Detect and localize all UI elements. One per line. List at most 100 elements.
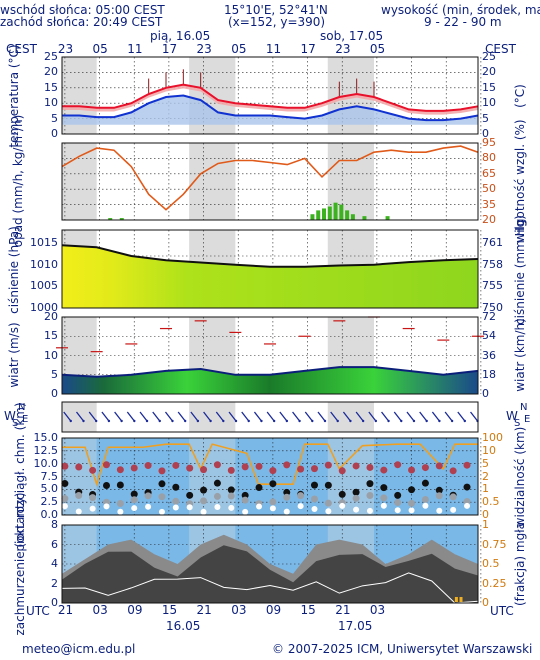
cloud-mid-dot — [255, 483, 263, 491]
cloud-top-dot — [130, 464, 138, 472]
temp-axis-label-right: (°C) — [513, 84, 527, 108]
wind-tick-ms: 20 — [44, 310, 58, 323]
wind-direction-arrow — [406, 411, 415, 422]
cloud-low-dot — [89, 494, 97, 502]
visibility-axis-label: widzialność (km) — [513, 426, 527, 528]
wind-direction-head — [425, 419, 428, 423]
wind-direction-head — [183, 419, 187, 423]
wind-direction-arrow — [355, 411, 364, 422]
cloud-top-dot — [283, 461, 291, 469]
cloud-mid-dot — [172, 483, 180, 491]
compass-n-left: N — [18, 402, 26, 413]
wind-direction-arrow — [139, 411, 148, 422]
prec-background — [62, 143, 478, 220]
dir-frame — [61, 401, 479, 433]
bottom-hour-09: 09 — [127, 603, 143, 617]
vis-night-band — [189, 438, 236, 515]
wind-direction-arrow — [342, 411, 351, 422]
pressure-axis-label-right: ciśnienie (mm Hg) — [513, 215, 527, 325]
cloud-height-tick: 2.5 — [40, 495, 59, 509]
wind-direction-arrow — [419, 411, 428, 422]
temp-tick-right: 10 — [482, 96, 496, 110]
cloud-top-dot — [102, 461, 110, 469]
precip-bar — [345, 210, 350, 220]
fog-mark — [454, 597, 458, 602]
wind-direction-head — [95, 419, 98, 423]
cloud-base-dot — [117, 508, 124, 515]
precip-bar — [333, 202, 338, 220]
bottom-hour-03: 03 — [92, 603, 108, 617]
dir-night-band — [327, 402, 374, 432]
cloud-height-tick: 12.5 — [33, 443, 59, 457]
utc-right: UTC — [490, 604, 514, 618]
wind-direction-arrow — [75, 411, 85, 422]
wind-direction-arrow — [228, 411, 237, 422]
cloud-mid-dot — [380, 484, 388, 492]
pres-frame — [61, 229, 479, 309]
fog-tick: 0.75 — [482, 537, 507, 551]
top-hour-05: 05 — [231, 42, 247, 56]
cloud-base-dot — [131, 505, 138, 512]
day2-label: sob, 17.05 — [320, 29, 384, 43]
visibility-tick: 0.5 — [482, 495, 500, 509]
cld-frame — [61, 524, 479, 604]
cloud-base-dot — [228, 504, 235, 511]
wind-direction-arrow — [203, 411, 212, 422]
contact-link[interactable]: meteo@icm.edu.pl — [22, 642, 136, 656]
humidity-tick: 50 — [482, 182, 496, 196]
cloud-low-dot — [324, 499, 332, 507]
wind-direction-head — [463, 419, 467, 423]
wind-tick-ms: 5 — [51, 367, 58, 381]
wind-direction-head — [133, 419, 136, 423]
temp-tick-right: 0 — [482, 127, 489, 140]
cloud-low-dot — [352, 494, 360, 502]
wind-direction-head — [145, 419, 149, 423]
fog-tick: 0 — [482, 596, 489, 609]
compass-n-right: N — [520, 402, 528, 413]
top-hour-05: 05 — [369, 42, 386, 56]
pressure-line — [61, 244, 479, 268]
cloud-base-dot — [200, 508, 207, 515]
cloud-low-dot — [144, 492, 152, 500]
low-cloud-area — [62, 545, 478, 603]
bottom-hour-15: 15 — [161, 603, 178, 617]
wind-direction-head — [222, 419, 225, 423]
temp-tick-right: 5 — [482, 111, 489, 125]
cloud-mid-dot — [213, 479, 221, 487]
wind-direction-arrow — [457, 411, 466, 422]
pressure-tick-hpa: 1010 — [30, 257, 58, 271]
visibility-tick: 2 — [482, 469, 489, 483]
compass-w-left: W — [4, 409, 16, 423]
wind-direction-arrow — [393, 411, 402, 422]
wind-direction-arrow — [317, 411, 326, 422]
cloud-top-dot — [380, 466, 388, 474]
cloud-low-dot — [227, 492, 235, 500]
wind-direction-arrow — [431, 411, 440, 422]
cloud-mid-dot — [310, 481, 318, 489]
cloud-mid-dot — [408, 486, 416, 494]
cloud-mid-dot — [352, 488, 360, 496]
wind-direction-arrow — [292, 411, 301, 422]
temp-dewpoint-line — [62, 94, 479, 122]
cloud-mid-dot — [435, 486, 443, 494]
cloud-top-dot — [255, 462, 263, 470]
temp-tick-left: 0 — [51, 127, 58, 140]
wind-axis-label-left: wiatr (m/s) — [7, 322, 21, 388]
bottom-hour-03: 03 — [231, 603, 247, 617]
bottom-hour-21: 21 — [196, 603, 212, 617]
humidity-tick: 95 — [482, 136, 496, 149]
temp-tick-left: 15 — [44, 80, 58, 94]
cloud-top-dot — [241, 463, 249, 471]
wind-direction-arrow — [101, 411, 110, 422]
visibility-tick: 10 — [482, 443, 496, 457]
cloud-low-dot — [241, 496, 249, 504]
cloud-low-dot — [61, 495, 69, 503]
cloud-base-dot — [366, 507, 373, 514]
wind-direction-head — [120, 419, 123, 423]
cloud-height-tick: 7.5 — [40, 469, 59, 483]
pressure-tick-mmhg: 755 — [482, 279, 503, 293]
cloud-top-dot — [449, 467, 457, 475]
cloud-top-dot — [338, 467, 346, 475]
cloud-mid-dot — [158, 480, 166, 488]
